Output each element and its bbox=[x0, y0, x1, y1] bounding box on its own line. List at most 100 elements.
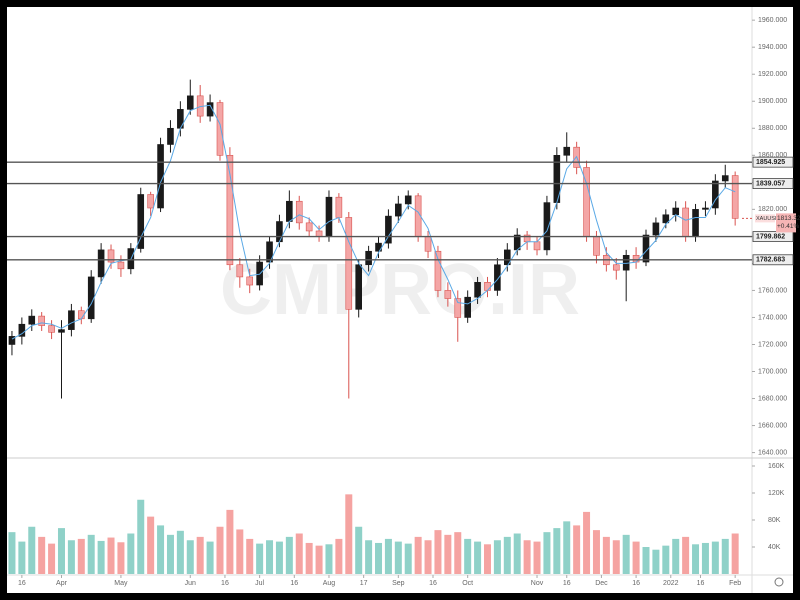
y-tick-label: 1860.000 bbox=[758, 152, 787, 159]
candle-body bbox=[721, 175, 729, 182]
candle-body bbox=[424, 236, 432, 252]
y-tick-label: 1740.000 bbox=[758, 314, 787, 321]
volume-tick-label: 80K bbox=[768, 517, 781, 524]
volume-bar bbox=[483, 544, 491, 574]
candle-body bbox=[147, 194, 154, 209]
volume-bar bbox=[464, 538, 472, 574]
volume-bar bbox=[236, 529, 244, 574]
y-tick-label: 1820.000 bbox=[758, 206, 787, 213]
level-label: 1854.925 bbox=[756, 159, 785, 166]
y-tick-label: 1720.000 bbox=[758, 341, 787, 348]
volume-bar bbox=[701, 542, 709, 574]
volume-bar bbox=[434, 530, 442, 574]
candle-body bbox=[543, 202, 551, 251]
y-tick-label: 1660.000 bbox=[758, 422, 787, 429]
moving-average bbox=[11, 104, 736, 340]
candle-body bbox=[18, 323, 26, 337]
volume-bar bbox=[345, 494, 353, 574]
x-tick-label: 16 bbox=[697, 580, 705, 587]
volume-bar bbox=[147, 516, 155, 574]
volume-bar bbox=[57, 528, 65, 574]
x-tick-label: 16 bbox=[18, 580, 26, 587]
candle-body bbox=[286, 200, 293, 222]
y-tick-label: 1900.000 bbox=[758, 98, 787, 105]
candle-body bbox=[335, 196, 343, 218]
level-label: 1799.862 bbox=[756, 233, 785, 240]
volume-bar bbox=[206, 541, 214, 574]
volume-bar bbox=[275, 541, 283, 574]
candle-body bbox=[97, 249, 105, 278]
candle-body bbox=[87, 276, 95, 320]
volume-bar bbox=[652, 549, 660, 574]
candle-body bbox=[276, 221, 283, 243]
x-tick-label: Jun bbox=[185, 580, 196, 587]
volume-bar bbox=[226, 509, 234, 574]
x-tick-label: 17 bbox=[360, 580, 368, 587]
candle-body bbox=[494, 264, 501, 291]
level-label-box bbox=[752, 231, 794, 242]
volume-bar bbox=[295, 533, 303, 574]
volume-bar bbox=[493, 540, 501, 574]
volume-bar bbox=[731, 533, 739, 574]
candle-body bbox=[8, 336, 16, 345]
symbol-box bbox=[755, 214, 775, 223]
volume-bar bbox=[365, 540, 373, 574]
candle-body bbox=[662, 214, 670, 224]
volume-bar bbox=[38, 536, 46, 574]
volume-bar bbox=[127, 533, 135, 574]
x-tick-label: 16 bbox=[563, 580, 571, 587]
x-tick-label: Apr bbox=[56, 580, 68, 587]
candle-body bbox=[157, 144, 164, 209]
volume-bar bbox=[711, 541, 719, 574]
x-tick-label: 16 bbox=[290, 580, 298, 587]
x-tick-label: 16 bbox=[221, 580, 229, 587]
candle-body bbox=[731, 175, 739, 219]
x-tick-label: 16 bbox=[429, 580, 437, 587]
volume-bar bbox=[672, 538, 680, 574]
volume-bar bbox=[721, 538, 729, 574]
volume-bar bbox=[97, 540, 105, 574]
volume-bar bbox=[67, 540, 75, 574]
volume-bar bbox=[256, 543, 264, 574]
volume-bar bbox=[692, 544, 700, 574]
volume-bar bbox=[87, 534, 95, 574]
candle-body bbox=[652, 222, 660, 236]
volume-bar bbox=[137, 499, 145, 574]
volume-bar bbox=[28, 526, 36, 574]
volume-bar bbox=[523, 540, 531, 574]
volume-bar bbox=[602, 536, 610, 574]
candle-body bbox=[315, 230, 323, 237]
x-tick-label: Aug bbox=[323, 580, 336, 587]
volume-bar bbox=[335, 538, 343, 574]
last-price-label: 1813.320 bbox=[777, 215, 800, 222]
volume-bar bbox=[592, 530, 600, 574]
volume-bar bbox=[414, 536, 422, 574]
candle-body bbox=[226, 154, 234, 266]
candle-body bbox=[246, 276, 254, 286]
volume-bar bbox=[563, 521, 571, 574]
volume-tick-label: 120K bbox=[768, 490, 785, 497]
settings-button[interactable] bbox=[774, 577, 784, 587]
candle-body bbox=[236, 264, 244, 278]
volume-bar bbox=[107, 537, 115, 574]
candle-body bbox=[216, 102, 224, 156]
volume-bar bbox=[375, 542, 383, 574]
candle-body bbox=[563, 146, 571, 156]
candle-body bbox=[503, 249, 511, 266]
candle-body bbox=[692, 209, 699, 237]
candle-body bbox=[404, 195, 412, 205]
volume-bar bbox=[186, 540, 194, 574]
volume-bar bbox=[355, 526, 363, 574]
volume-bar bbox=[77, 538, 85, 574]
volume-tick-label: 160K bbox=[768, 463, 785, 470]
x-tick-label: 16 bbox=[632, 580, 640, 587]
x-tick-label: Nov bbox=[531, 580, 544, 587]
volume-bar bbox=[513, 533, 521, 574]
volume-bar bbox=[424, 540, 432, 574]
y-tick-label: 1640.000 bbox=[758, 449, 787, 456]
candle-body bbox=[454, 298, 462, 318]
candle-body bbox=[345, 217, 353, 310]
volume-bar bbox=[444, 534, 452, 574]
